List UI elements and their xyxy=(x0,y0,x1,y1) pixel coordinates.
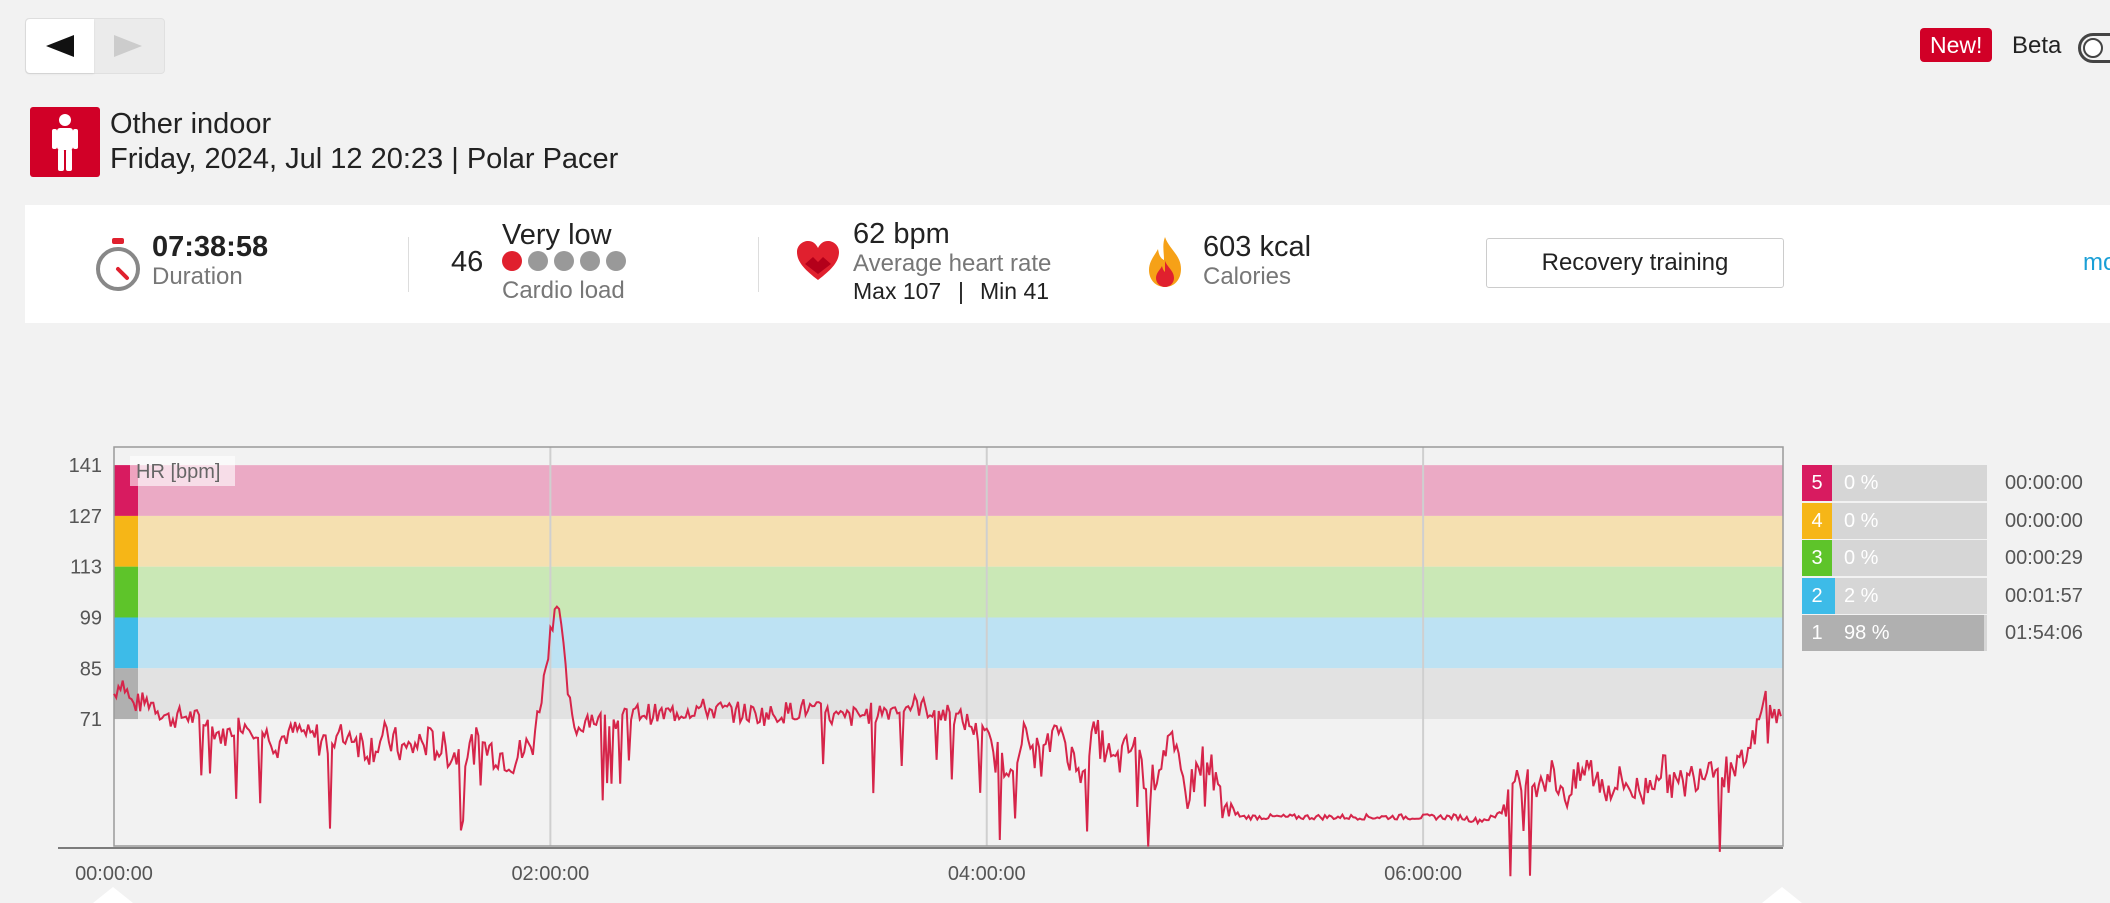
zone-strip-2 xyxy=(114,617,138,669)
beta-label: Beta xyxy=(2012,32,2062,59)
zone-share-fill xyxy=(1832,615,1984,651)
y-tick-label: 71 xyxy=(80,709,102,731)
cardio-dot xyxy=(502,251,522,271)
y-tick-label: 85 xyxy=(80,658,102,680)
range-end-handle[interactable] xyxy=(1762,887,1802,903)
zone-row-4: 4 0 % xyxy=(1802,502,1987,539)
zone-row-2: 2 2 % xyxy=(1802,577,1987,614)
vertical-gridlines xyxy=(549,447,1425,846)
zone-time: 01:54:06 xyxy=(2005,622,2083,644)
zone-percent: 0 % xyxy=(1844,472,1879,494)
min-heart-rate: Min 41 xyxy=(980,278,1050,304)
cardio-load-label: Cardio load xyxy=(502,277,625,304)
zone-row-1: 1 98 % xyxy=(1802,615,1987,651)
zone-bands xyxy=(114,465,1783,720)
zone-number: 1 xyxy=(1802,615,1832,651)
cardio-dot xyxy=(606,251,626,271)
y-tick-label: 99 xyxy=(80,607,102,629)
x-tick-labels: 00:00:00 02:00:00 04:00:00 06:00:00 xyxy=(75,863,1462,885)
summary-bar: 07:38:58 Duration 46 Very low Cardio loa… xyxy=(25,205,2110,323)
zone-band-5 xyxy=(114,465,1783,516)
hr-separator: | xyxy=(958,278,964,304)
zone-number: 4 xyxy=(1802,502,1832,539)
zone-percent: 0 % xyxy=(1844,547,1879,569)
triangle-left-icon xyxy=(46,35,74,57)
x-tick-label: 02:00:00 xyxy=(511,863,589,885)
zone-percent: 2 % xyxy=(1844,584,1879,607)
zone-number: 5 xyxy=(1802,465,1832,501)
new-badge: New! xyxy=(1920,28,1993,62)
y-tick-label: 141 xyxy=(69,455,102,477)
cardio-dot xyxy=(554,251,574,271)
y-tick-label: 113 xyxy=(70,557,102,579)
session-datetime-device: Friday, 2024, Jul 12 20:23 | Polar Pacer xyxy=(110,143,619,175)
cardio-load-level: Very low xyxy=(502,219,612,251)
y-axis-label: HR [bpm] xyxy=(136,461,220,483)
cardio-load-value: 46 xyxy=(451,246,484,278)
duration-label: Duration xyxy=(152,263,243,290)
zone-time: 00:00:00 xyxy=(2005,472,2083,494)
zone-band-3 xyxy=(114,566,1783,618)
previous-session-button[interactable] xyxy=(26,19,94,73)
divider xyxy=(408,237,409,292)
sport-name: Other indoor xyxy=(110,108,272,140)
calories-value: 603 kcal xyxy=(1203,231,1312,263)
duration-value: 07:38:58 xyxy=(152,231,269,263)
y-tick-label: 127 xyxy=(69,506,102,528)
next-session-button[interactable] xyxy=(94,19,162,73)
heart-icon xyxy=(797,241,839,280)
flame-icon xyxy=(1149,237,1181,287)
series-label-box xyxy=(130,456,235,486)
zone-percent: 0 % xyxy=(1844,509,1879,532)
avg-heart-rate-value: 62 bpm xyxy=(853,218,950,250)
zone-time: 00:01:57 xyxy=(2005,584,2083,607)
zone-time: 00:00:00 xyxy=(2005,509,2083,532)
zone-number: 2 xyxy=(1802,577,1832,614)
calories-label: Calories xyxy=(1203,263,1292,290)
x-tick-label: 06:00:00 xyxy=(1384,863,1462,885)
x-tick-label: 00:00:00 xyxy=(75,863,153,885)
range-start-handle[interactable] xyxy=(93,887,133,903)
zone-band-4 xyxy=(114,515,1783,567)
more-link[interactable]: mo xyxy=(2083,249,2110,276)
training-benefit-button[interactable]: Recovery training xyxy=(1486,238,1784,288)
beta-toggle[interactable] xyxy=(2078,33,2110,63)
toggle-knob xyxy=(2083,38,2103,58)
triangle-right-icon xyxy=(114,35,142,57)
session-nav xyxy=(25,18,165,74)
zone-row-3: 3 0 % xyxy=(1802,540,1987,576)
zone-percent: 98 % xyxy=(1844,622,1890,644)
cardio-dot xyxy=(528,251,548,271)
zone-strip-1 xyxy=(114,668,138,720)
zone-time: 00:00:29 xyxy=(2005,547,2083,569)
zone-row-5: 5 0 % xyxy=(1802,465,1987,501)
zone-strip-3 xyxy=(114,566,138,618)
divider xyxy=(758,237,759,292)
zone-band-2 xyxy=(114,617,1783,669)
hr-series-line xyxy=(113,605,1782,877)
plot-frame xyxy=(113,446,1784,847)
max-heart-rate: Max 107 xyxy=(853,278,942,304)
cardio-dot xyxy=(580,251,600,271)
person-standing-icon xyxy=(30,107,100,177)
zone-share-fill xyxy=(1832,577,1836,614)
zone-color-strip xyxy=(114,465,138,720)
stopwatch-icon xyxy=(96,238,140,291)
x-tick-label: 04:00:00 xyxy=(948,863,1026,885)
zone-strip-4 xyxy=(114,515,138,567)
heart-rate-chart[interactable]: 141 127 113 99 85 71 00:00:00 02:00:00 04:00:00… xyxy=(0,430,1800,903)
avg-heart-rate-label: Average heart rate xyxy=(853,250,1052,277)
zone-number: 3 xyxy=(1802,540,1832,576)
y-tick-labels: 141 127 113 99 85 71 xyxy=(69,455,102,731)
